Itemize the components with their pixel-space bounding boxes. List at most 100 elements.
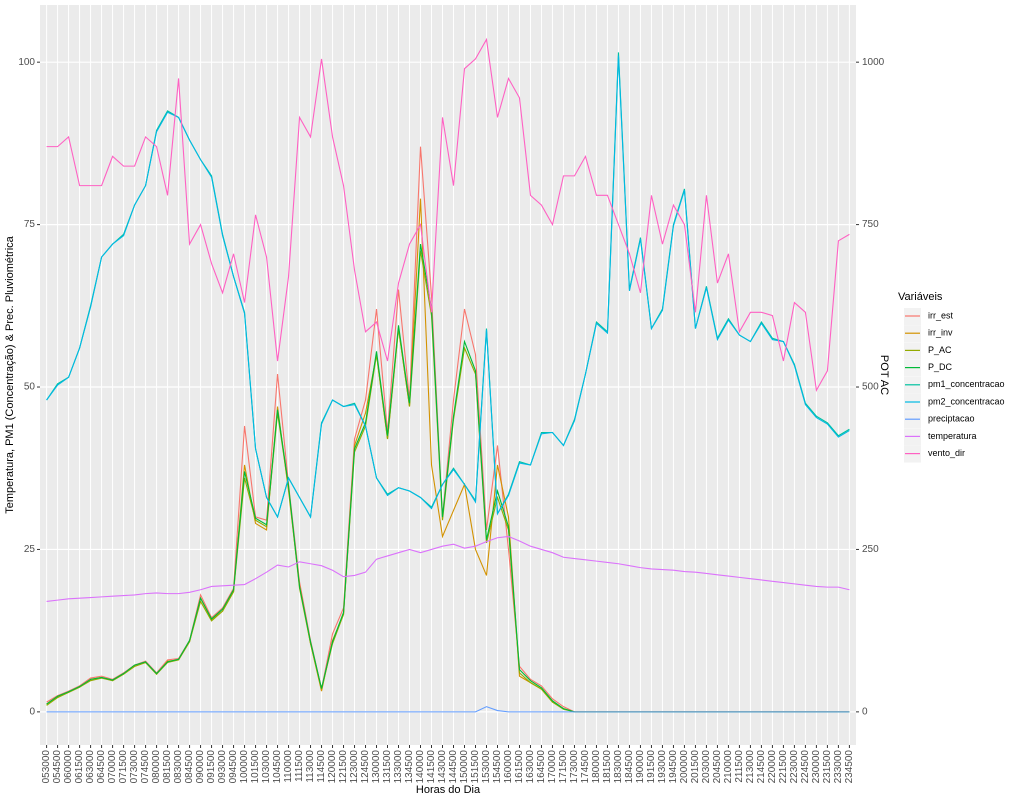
x-tick-label: 213000 — [745, 750, 756, 784]
x-tick-label: 054500 — [52, 750, 63, 784]
x-tick-label: 121500 — [338, 750, 349, 784]
y-tick-label: 0 — [29, 707, 35, 718]
x-tick-label: 161500 — [514, 750, 525, 784]
x-tick-label: 064500 — [96, 750, 107, 784]
x-tick-label: 163000 — [525, 750, 536, 784]
x-tick-label: 150000 — [459, 750, 470, 784]
x-tick-label: 101500 — [250, 750, 261, 784]
x-tick-label: 223000 — [789, 750, 800, 784]
x-tick-label: 084500 — [184, 750, 195, 784]
legend-label: vento_dir — [928, 448, 965, 458]
y-axis-title: Temperatura, PM1 (Concentração) & Prec. … — [4, 235, 16, 513]
legend-title: Variáveis — [898, 291, 943, 303]
x-tick-label: 110000 — [283, 750, 294, 783]
y2-tick-label: 250 — [862, 544, 879, 555]
x-tick-label: 124500 — [360, 750, 371, 784]
y-tick-label: 50 — [24, 382, 36, 393]
x-tick-label: 220000 — [767, 750, 778, 784]
x-tick-label: 123000 — [349, 750, 360, 784]
x-tick-label: 070000 — [107, 750, 118, 784]
legend-label: preciptacao — [928, 414, 975, 424]
x-tick-label: 173000 — [569, 750, 580, 784]
x-tick-label: 214500 — [756, 750, 767, 784]
x-tick-label: 140000 — [415, 750, 426, 784]
x-tick-label: 224500 — [800, 750, 811, 784]
x-tick-label: 170000 — [547, 750, 558, 784]
x-tick-label: 191500 — [646, 750, 657, 784]
x-tick-label: 083000 — [173, 750, 184, 784]
x-tick-label: 193000 — [657, 750, 668, 784]
legend-label: irr_est — [928, 310, 954, 320]
x-tick-label: 221500 — [778, 750, 789, 784]
x-axis-title: Horas do Dia — [416, 784, 481, 796]
legend-label: P_DC — [928, 362, 953, 372]
legend-label: irr_inv — [928, 328, 953, 338]
x-tick-label: 063000 — [85, 750, 96, 784]
x-tick-label: 180000 — [591, 750, 602, 784]
x-tick-label: 201500 — [690, 750, 701, 784]
series-line — [46, 37, 850, 392]
legend-label: P_AC — [928, 345, 952, 355]
x-tick-label: 200000 — [679, 750, 690, 784]
y-tick-label: 75 — [24, 219, 36, 230]
x-tick-label: 174500 — [580, 750, 591, 784]
x-tick-label: 113000 — [305, 750, 316, 783]
x-tick-label: 100000 — [239, 750, 250, 784]
x-tick-label: 073000 — [129, 750, 140, 784]
x-tick-label: 111500 — [294, 750, 305, 782]
x-tick-label: 053000 — [41, 750, 52, 784]
x-tick-label: 071500 — [118, 750, 129, 784]
x-tick-label: 154500 — [492, 750, 503, 784]
x-tick-label: 141500 — [426, 750, 437, 784]
x-tick-label: 131500 — [382, 750, 393, 784]
legend-label: pm2_concentracao — [928, 396, 1005, 406]
x-tick-label: 104500 — [272, 750, 283, 784]
x-tick-label: 210000 — [723, 750, 734, 784]
legend-label: pm1_concentracao — [928, 379, 1005, 389]
x-tick-label: 080000 — [151, 750, 162, 784]
x-tick-label: 094500 — [228, 750, 239, 784]
x-tick-label: 194500 — [668, 750, 679, 784]
series-line — [46, 535, 850, 602]
y-tick-label: 100 — [18, 57, 35, 68]
x-tick-label: 133000 — [393, 750, 404, 784]
x-tick-label: 233000 — [833, 750, 844, 784]
x-tick-label: 190000 — [635, 750, 646, 784]
x-tick-label: 130000 — [371, 750, 382, 784]
x-tick-label: 143000 — [437, 750, 448, 784]
x-tick-label: 183000 — [613, 750, 624, 784]
x-tick-label: 203000 — [701, 750, 712, 784]
x-tick-label: 164500 — [536, 750, 547, 784]
x-tick-label: 211500 — [734, 750, 745, 783]
x-tick-label: 093000 — [217, 750, 228, 784]
x-tick-label: 134500 — [404, 750, 415, 784]
y2-tick-label: 0 — [862, 707, 868, 718]
series-line — [46, 55, 850, 519]
series-line — [46, 706, 850, 713]
x-tick-label: 151500 — [470, 750, 481, 784]
x-tick-label: 091500 — [206, 750, 217, 784]
x-tick-label: 060000 — [63, 750, 74, 784]
y2-tick-label: 1000 — [862, 57, 885, 68]
y2-tick-label: 500 — [862, 382, 879, 393]
x-tick-label: 103000 — [261, 750, 272, 784]
x-tick-label: 153000 — [481, 750, 492, 784]
x-tick-label: 231500 — [822, 750, 833, 784]
x-tick-label: 114500 — [316, 750, 327, 783]
x-tick-label: 160000 — [503, 750, 514, 784]
legend-label: temperatura — [928, 431, 977, 441]
x-tick-label: 204500 — [712, 750, 723, 784]
x-tick-label: 081500 — [162, 750, 173, 784]
x-tick-label: 144500 — [448, 750, 459, 784]
x-tick-label: 074500 — [140, 750, 151, 784]
x-tick-label: 181500 — [602, 750, 613, 784]
x-tick-label: 234500 — [844, 750, 855, 784]
y2-tick-label: 750 — [862, 219, 879, 230]
x-tick-label: 120000 — [327, 750, 338, 784]
y2-axis-title: POT AC — [878, 355, 890, 395]
x-tick-label: 171500 — [558, 750, 569, 784]
plot-panel — [40, 5, 856, 745]
x-tick-label: 090000 — [195, 750, 206, 784]
x-tick-label: 230000 — [811, 750, 822, 784]
